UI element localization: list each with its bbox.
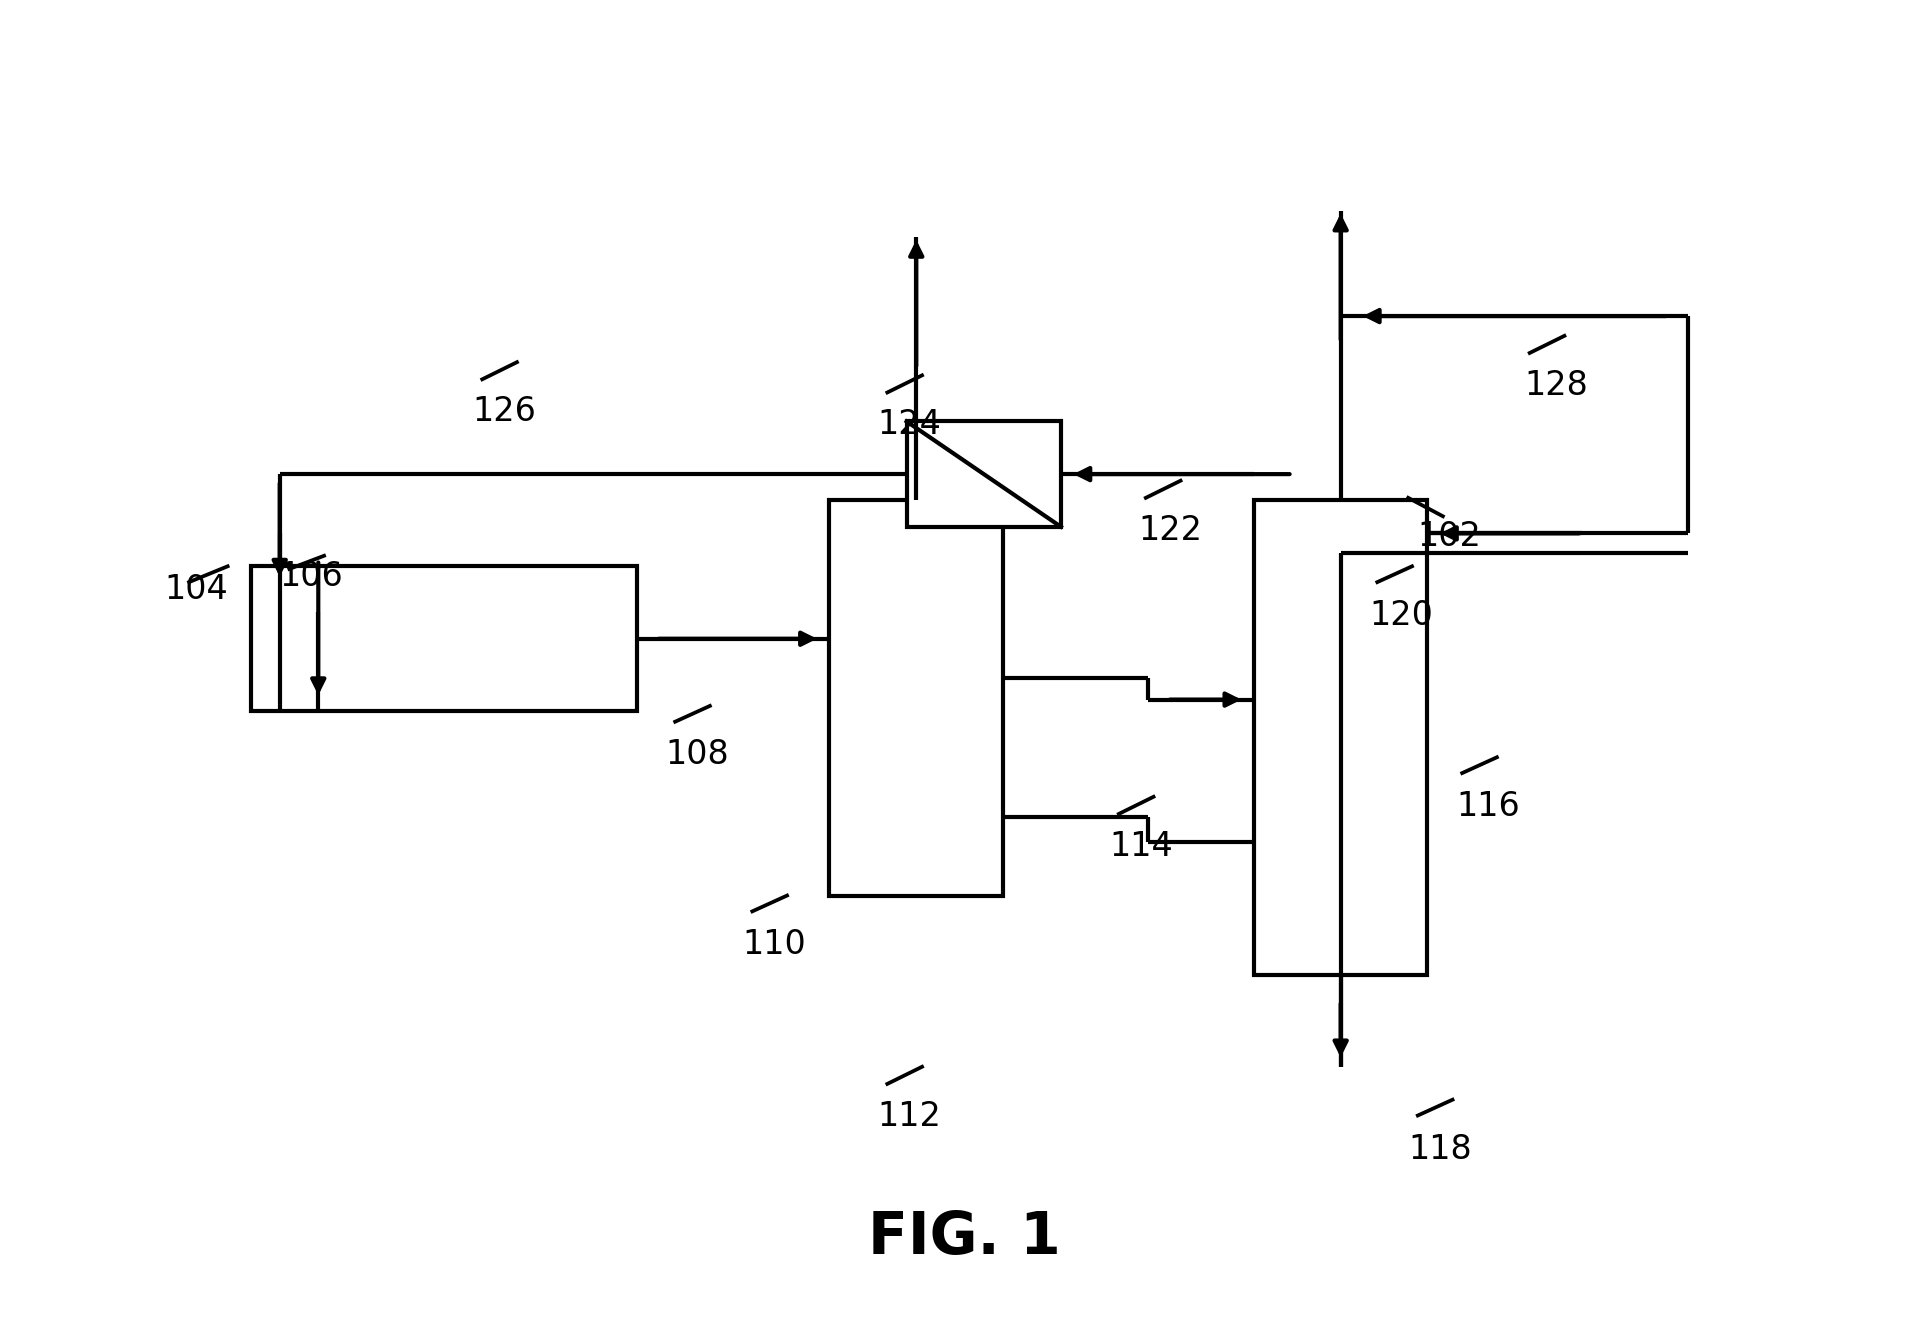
Text: 122: 122 [1138, 514, 1202, 547]
Bar [251, 566, 637, 711]
Text: 106: 106 [280, 560, 343, 593]
Text: 120: 120 [1370, 599, 1433, 632]
Text: 108: 108 [666, 738, 729, 770]
Text: 110: 110 [743, 928, 806, 961]
Text: 104: 104 [164, 573, 228, 606]
Text: 118: 118 [1408, 1133, 1472, 1166]
Text: 112: 112 [878, 1100, 941, 1133]
Bar [1254, 500, 1427, 975]
Text: 114: 114 [1109, 830, 1173, 863]
Text: 126: 126 [473, 395, 536, 428]
Text: 102: 102 [1418, 520, 1481, 553]
Text: 128: 128 [1524, 369, 1588, 402]
Bar [829, 500, 1003, 896]
Text: 116: 116 [1456, 790, 1520, 823]
Text: 124: 124 [878, 408, 941, 441]
Bar [907, 421, 1061, 527]
Text: FIG. 1: FIG. 1 [868, 1209, 1061, 1267]
